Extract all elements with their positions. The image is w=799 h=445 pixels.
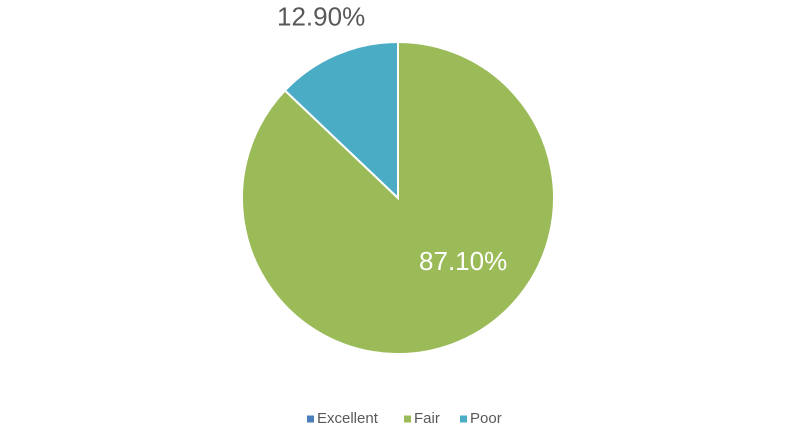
legend-label: Poor [470, 410, 502, 427]
legend-marker [404, 415, 411, 423]
legend-label: Excellent [317, 410, 379, 427]
legend-label: Fair [414, 410, 440, 427]
legend-marker [460, 415, 467, 423]
legend-marker [307, 415, 314, 423]
pie-slice [283, 40, 399, 201]
data-label: 12.90% [277, 2, 365, 32]
data-label: 87.10% [419, 246, 507, 276]
